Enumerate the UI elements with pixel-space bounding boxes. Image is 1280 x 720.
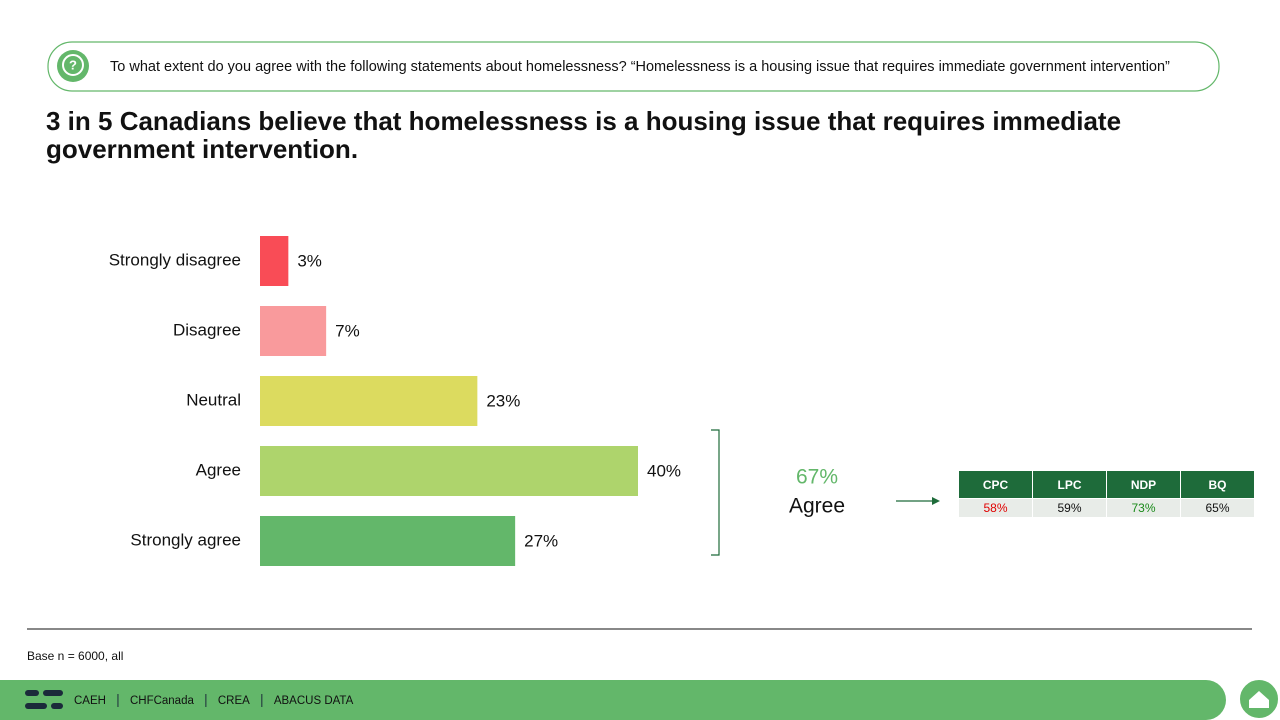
category-label: Agree [196,460,241,479]
bar [260,446,638,496]
bar [260,516,516,566]
summary-value: 67% [796,466,838,489]
table-value: 59% [1057,501,1081,515]
table-header-cell [959,471,1032,498]
value-label: 40% [647,461,681,480]
bar [260,376,478,426]
footer-logo [25,690,63,709]
table-header-cell [1033,471,1106,498]
bar [260,306,327,356]
category-label: Strongly agree [130,530,241,549]
table-header: NDP [1131,478,1156,492]
headline: 3 in 5 Canadians believe that homelessne… [46,106,1121,136]
category-label: Disagree [173,320,241,339]
table-header-cell [1107,471,1180,498]
category-label: Neutral [186,390,241,409]
question-icon-mark: ? [69,57,77,72]
footer-link[interactable]: ABACUS DATA [274,695,354,707]
footer-link[interactable]: CAEH [74,695,106,707]
table-cell [1181,499,1254,517]
footer-bar [0,680,1226,720]
bar [260,236,289,286]
category-label: Strongly disagree [109,250,241,269]
table-header: BQ [1209,478,1227,492]
table-value: 65% [1205,501,1229,515]
table-header-cell [1181,471,1254,498]
table-value: 58% [983,501,1007,515]
question-text: To what extent do you agree with the fol… [110,59,1170,75]
table-header: LPC [1058,478,1082,492]
question-icon-ring [62,54,84,76]
footer-link[interactable]: CHFCanada [130,695,195,707]
table-cell [1033,499,1106,517]
value-label: 27% [524,531,558,550]
bracket [711,429,720,556]
summary-label: Agree [789,495,845,518]
headline: government intervention. [46,134,358,164]
table-cell [1107,499,1180,517]
table-header: CPC [983,478,1009,492]
footer-link[interactable]: CREA [218,695,250,707]
home-icon-house [1249,691,1269,708]
value-label: 23% [486,391,520,410]
footnote: Base n = 6000, all [27,649,123,663]
value-label: 3% [297,251,322,270]
table-cell [959,499,1032,517]
question-box [47,41,1220,92]
table-value: 73% [1131,501,1155,515]
value-label: 7% [335,321,360,340]
arrow-head [932,497,940,505]
